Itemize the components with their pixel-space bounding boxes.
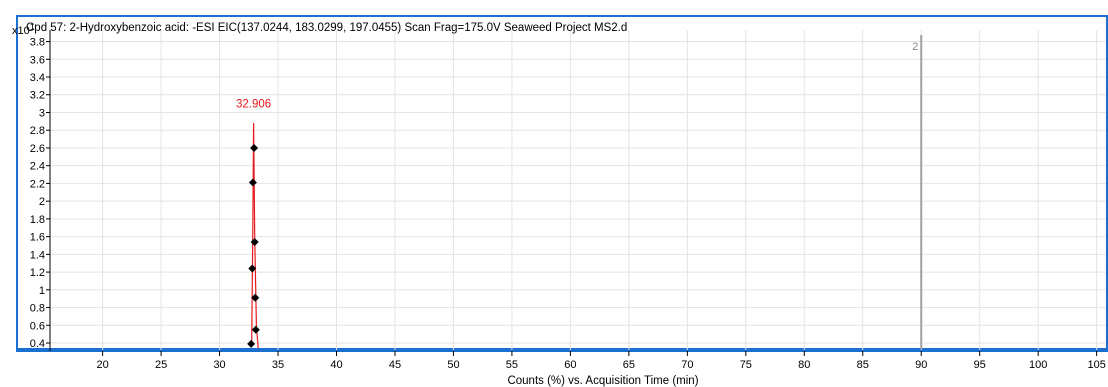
y-tick-label: 1.6 [30,232,45,244]
x-tick-label: 40 [330,359,342,371]
peak-label: 32.906 [236,99,271,111]
reference-line-group: 2 [912,35,923,349]
data-point-marker [248,264,257,273]
series-line [251,123,259,349]
y-tick-label: 2.8 [30,125,45,137]
series-group [251,123,259,349]
y-tick-label: 1 [39,285,45,297]
x-axis-label: Counts (%) vs. Acquisition Time (min) [507,375,698,387]
marker-group [247,143,260,348]
x-tick-label: 75 [740,359,752,371]
y-tick-label: 0.4 [30,338,45,350]
x-tick-label: 95 [974,359,986,371]
y-tick-label: 2 [39,196,45,208]
data-point-marker [251,325,260,334]
x-axis-ticks: 20 25 30 35 40 45 50 55 60 65 70 75 80 85 90 95 100 105 [96,351,1106,371]
y-tick-label: 3.2 [30,90,45,102]
x-tick-label: 105 [1087,359,1105,371]
y-axis-ticks: 0.4 0.6 0.8 1 1.2 1.4 1.6 1.8 2 2.2 2.4 2.6 2.8 3 3.2 3… [30,30,51,351]
y-tick-label: 1.2 [30,267,45,279]
y-tick-label: 1.4 [30,249,45,261]
x-tick-label: 70 [681,359,693,371]
x-tick-label: 50 [447,359,459,371]
y-tick-label: 3.8 [30,37,45,49]
x-tick-label: 20 [96,359,108,371]
plot-frame [16,15,1108,352]
x-tick-label: 65 [623,359,635,371]
data-point-marker [250,237,259,246]
x-tick-label: 30 [213,359,225,371]
data-point-marker [251,293,260,302]
reference-line-label: 2 [912,41,918,53]
x-tick-label: 80 [798,359,810,371]
x-tick-label: 35 [272,359,284,371]
x-tick-label: 25 [155,359,167,371]
x-tick-label: 90 [915,359,927,371]
y-tick-label: 3.4 [30,72,45,84]
chart-title: Cpd 57: 2-Hydroxybenzoic acid: -ESI EIC(… [26,22,627,34]
y-tick-label: 2.6 [30,143,45,155]
y-tick-label: 3 [39,107,45,119]
grid-lines [17,30,1107,351]
x-tick-label: 100 [1029,359,1047,371]
y-tick-label: 2.2 [30,178,45,190]
exponent-label: x101 [12,22,35,37]
y-tick-label: 1.8 [30,214,45,226]
y-tick-label: 3.6 [30,54,45,66]
x-tick-label: 45 [389,359,401,371]
x-tick-label: 60 [564,359,576,371]
x-tick-label: 55 [506,359,518,371]
data-point-marker [248,178,257,187]
y-tick-label: 0.8 [30,303,45,315]
x-tick-label: 85 [857,359,869,371]
data-point-marker [247,339,256,348]
y-tick-label: 2.4 [30,161,45,173]
data-point-marker [250,143,259,152]
y-tick-label: 0.6 [30,320,45,332]
